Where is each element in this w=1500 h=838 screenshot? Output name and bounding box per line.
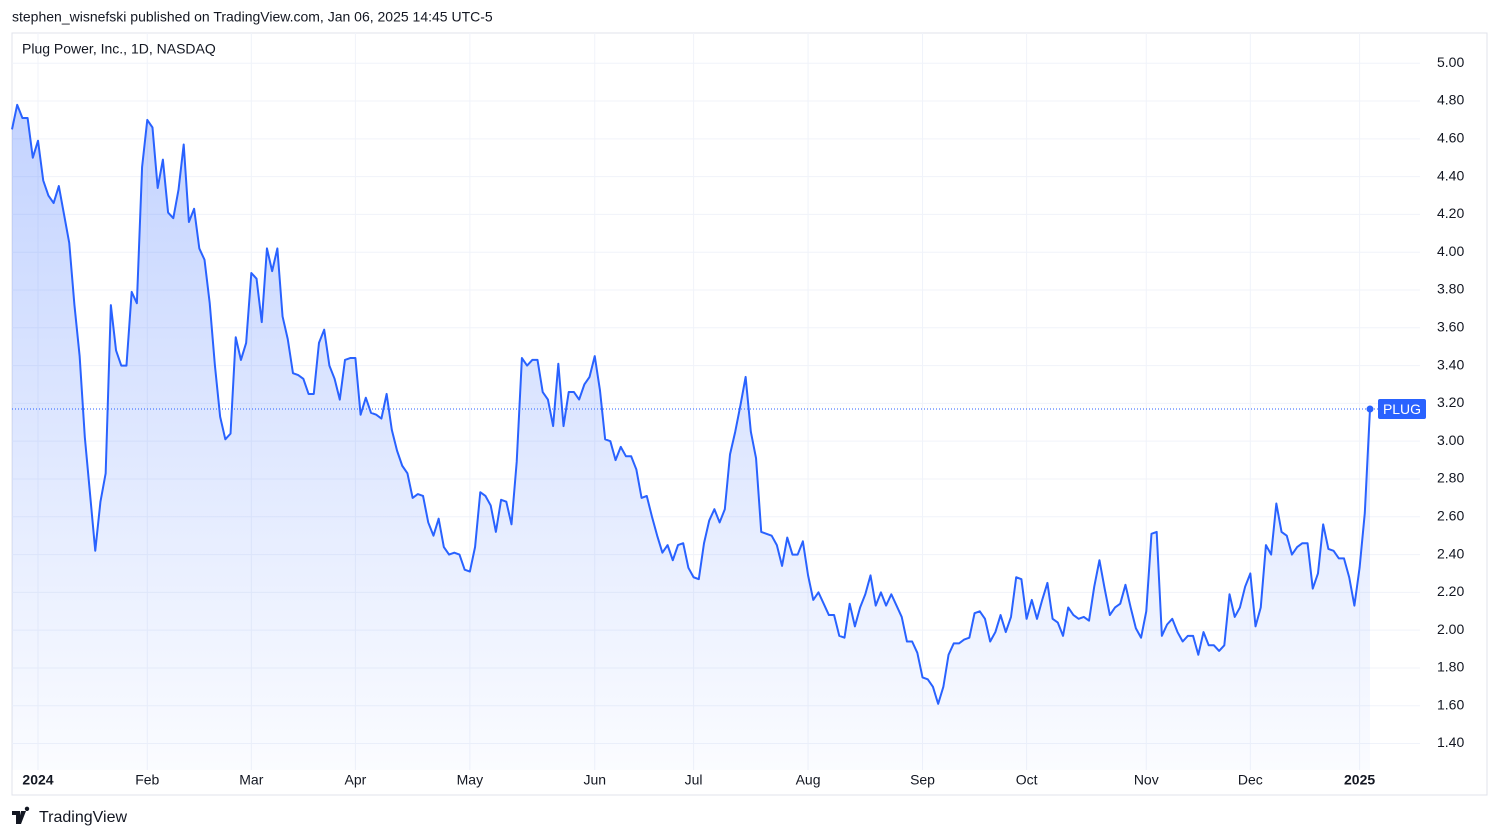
y-tick-label: 2.00 bbox=[1437, 621, 1464, 637]
y-tick-label: 2.40 bbox=[1437, 545, 1464, 561]
y-tick-label: 1.80 bbox=[1437, 659, 1464, 675]
x-tick-label: May bbox=[457, 772, 483, 788]
publisher-note: stephen_wisnefski published on TradingVi… bbox=[12, 9, 493, 25]
y-tick-label: 1.60 bbox=[1437, 696, 1464, 712]
brand-logo bbox=[12, 806, 30, 824]
x-tick-label: Oct bbox=[1016, 772, 1038, 788]
x-tick-label: Sep bbox=[910, 772, 935, 788]
y-tick-label: 4.20 bbox=[1437, 205, 1464, 221]
brand-name: TradingView bbox=[39, 809, 127, 826]
x-tick-label: Aug bbox=[796, 772, 821, 788]
last-point bbox=[1366, 405, 1374, 413]
y-tick-label: 4.80 bbox=[1437, 92, 1464, 108]
x-tick-label: Nov bbox=[1134, 772, 1159, 788]
y-tick-label: 3.80 bbox=[1437, 281, 1464, 297]
y-tick-label: 4.40 bbox=[1437, 167, 1464, 183]
y-tick-label: 5.00 bbox=[1437, 54, 1464, 70]
x-tick-label: Jul bbox=[685, 772, 703, 788]
x-tick-label: Apr bbox=[345, 772, 367, 788]
y-tick-label: 3.20 bbox=[1437, 394, 1464, 410]
y-tick-label: 4.60 bbox=[1437, 130, 1464, 146]
y-tick-label: 4.00 bbox=[1437, 243, 1464, 259]
symbol-label: PLUG bbox=[1383, 401, 1421, 417]
price-line bbox=[11, 103, 1371, 705]
plot: PLUG bbox=[11, 103, 1426, 770]
y-tick-label: 3.60 bbox=[1437, 319, 1464, 335]
y-tick-label: 3.40 bbox=[1437, 356, 1464, 372]
y-tick-label: 3.00 bbox=[1437, 432, 1464, 448]
y-tick-label: 2.80 bbox=[1437, 470, 1464, 486]
logo-mark bbox=[12, 806, 30, 824]
symbol-tag bbox=[1378, 399, 1426, 420]
y-tick-label: 2.60 bbox=[1437, 507, 1464, 523]
x-tick-label: Jun bbox=[583, 772, 606, 788]
x-tick-label: 2024 bbox=[22, 772, 53, 788]
area-fill bbox=[12, 104, 1370, 770]
x-tick-label: Mar bbox=[239, 772, 263, 788]
chart-title: Plug Power, Inc., 1D, NASDAQ bbox=[22, 41, 216, 57]
x-tick-label: 2025 bbox=[1344, 772, 1375, 788]
y-tick-label: 2.20 bbox=[1437, 583, 1464, 599]
x-tick-label: Dec bbox=[1238, 772, 1263, 788]
x-tick-label: Feb bbox=[135, 772, 159, 788]
y-tick-label: 1.40 bbox=[1437, 734, 1464, 750]
